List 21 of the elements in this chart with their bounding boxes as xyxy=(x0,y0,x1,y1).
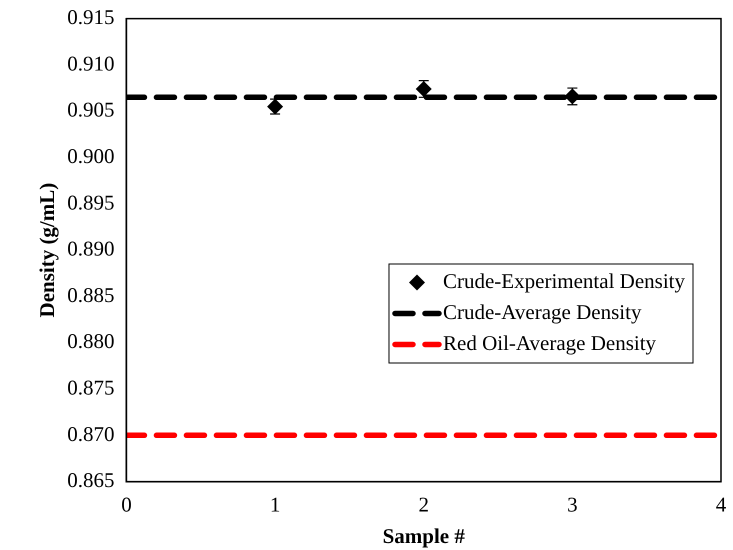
y-axis-title: Density (g/mL) xyxy=(35,182,60,318)
x-tick-label: 4 xyxy=(716,492,727,517)
y-tick-label: 0.895 xyxy=(67,190,114,214)
legend-label: Crude-Experimental Density xyxy=(442,269,686,294)
y-tick-label: 0.905 xyxy=(67,98,114,122)
y-tick-label: 0.875 xyxy=(67,376,114,400)
y-tick-label: 0.915 xyxy=(67,5,114,30)
legend-label: Red Oil-Average Density xyxy=(442,331,657,356)
y-tick-label: 0.885 xyxy=(67,282,114,307)
x-tick-label: 1 xyxy=(270,492,280,517)
y-tick-label: 0.890 xyxy=(67,236,114,261)
x-tick-label: 2 xyxy=(418,492,429,517)
legend-label: Crude-Average Density xyxy=(442,300,642,324)
y-tick-label: 0.910 xyxy=(67,51,114,76)
y-tick-label: 0.880 xyxy=(67,329,114,354)
y-tick-label: 0.870 xyxy=(67,422,114,446)
x-axis-title: Sample # xyxy=(382,524,466,548)
y-tick-label: 0.900 xyxy=(67,144,114,168)
x-tick-label: 0 xyxy=(121,492,132,517)
y-tick-label: 0.865 xyxy=(67,468,114,492)
x-tick-label: 3 xyxy=(567,492,578,517)
